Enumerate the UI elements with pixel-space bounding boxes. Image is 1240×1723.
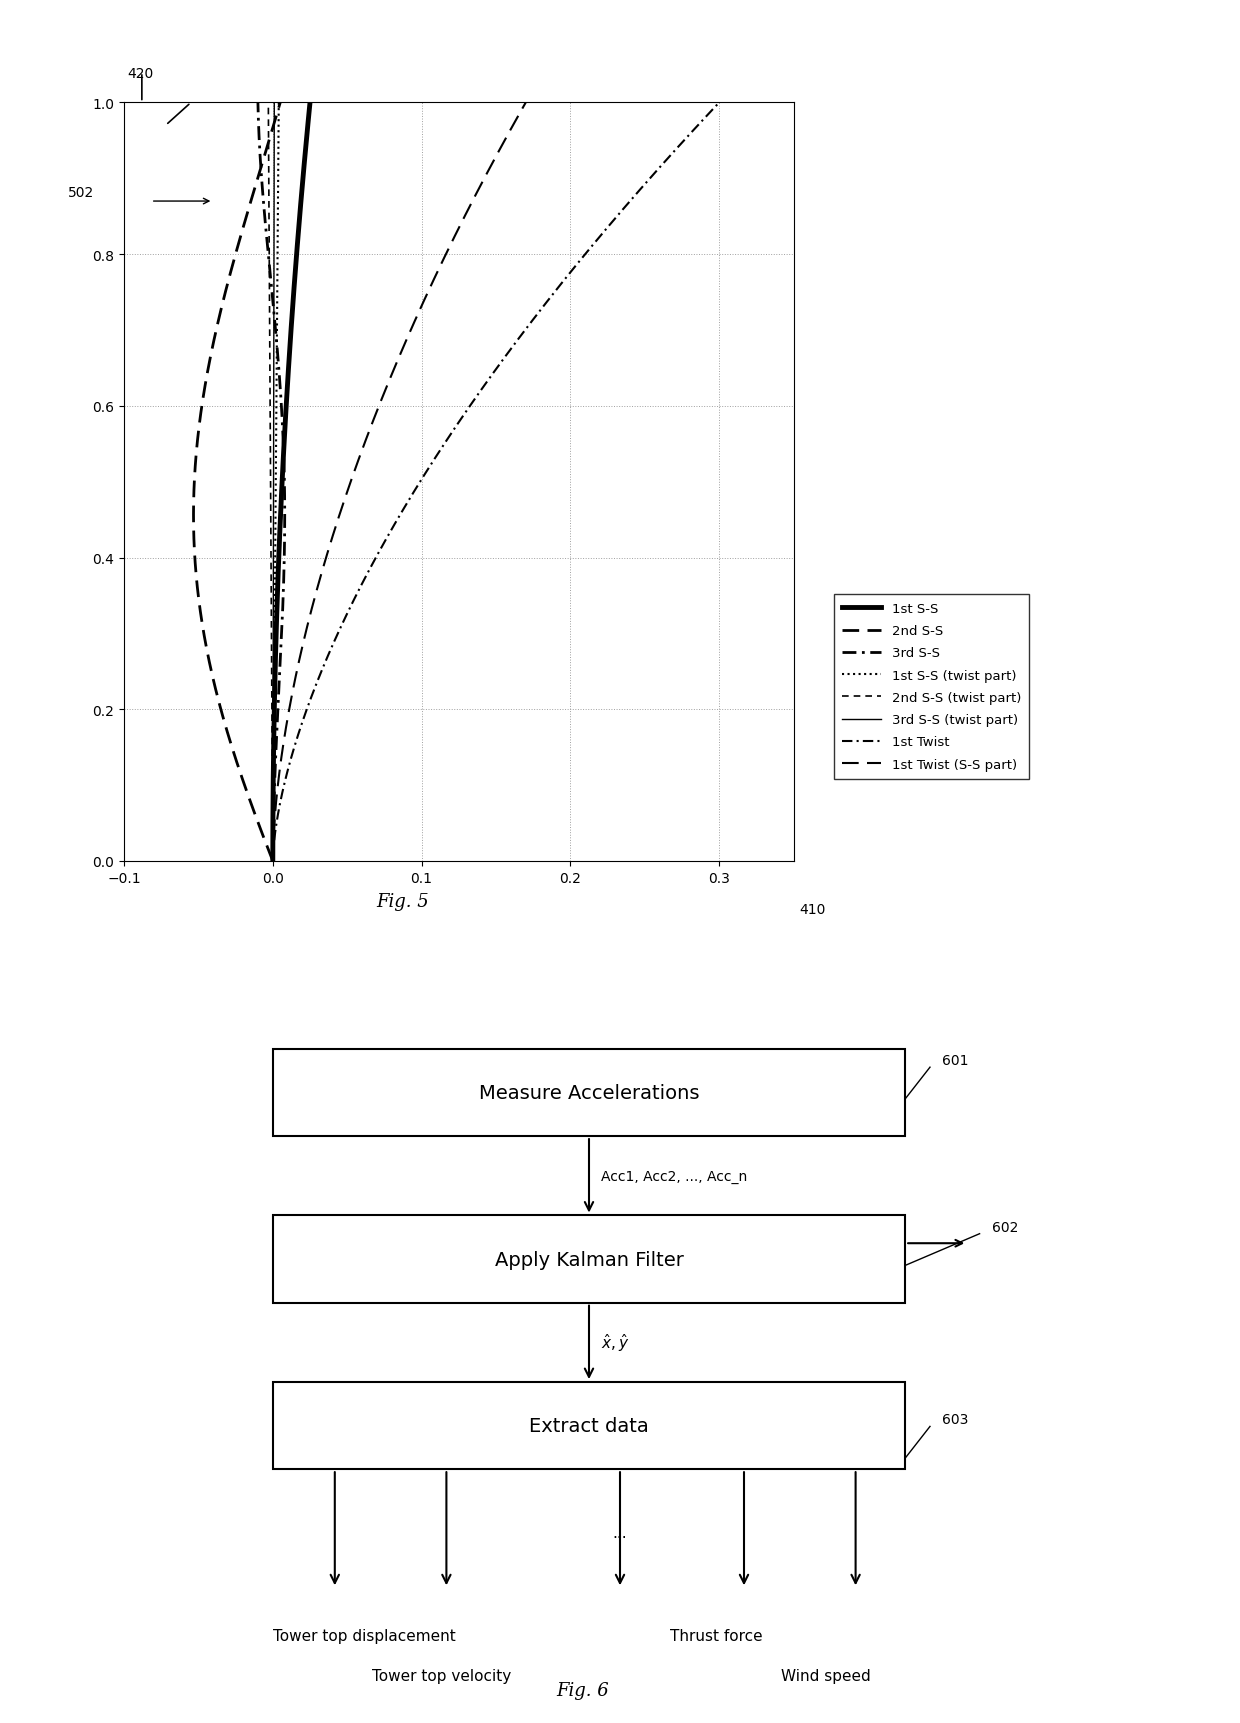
Text: Fig. 5: Fig. 5 xyxy=(377,893,429,910)
Text: $\hat{x}, \hat{y}$: $\hat{x}, \hat{y}$ xyxy=(601,1332,630,1354)
FancyBboxPatch shape xyxy=(273,1216,905,1303)
Text: Thrust force: Thrust force xyxy=(670,1628,763,1644)
Text: Tower top velocity: Tower top velocity xyxy=(372,1668,511,1683)
Text: Fig. 6: Fig. 6 xyxy=(557,1682,609,1699)
Text: Measure Accelerations: Measure Accelerations xyxy=(479,1084,699,1103)
Text: 502: 502 xyxy=(68,186,94,200)
Text: Acc1, Acc2, ..., Acc_n: Acc1, Acc2, ..., Acc_n xyxy=(601,1170,748,1184)
Text: 603: 603 xyxy=(942,1413,968,1427)
Text: 602: 602 xyxy=(992,1220,1018,1234)
Text: ...: ... xyxy=(613,1525,627,1540)
Text: 410: 410 xyxy=(800,903,826,917)
Text: Extract data: Extract data xyxy=(529,1416,649,1435)
Text: Apply Kalman Filter: Apply Kalman Filter xyxy=(495,1249,683,1268)
Text: 601: 601 xyxy=(942,1053,968,1068)
Text: 420: 420 xyxy=(128,67,154,81)
Legend: 1st S-S, 2nd S-S, 3rd S-S, 1st S-S (twist part), 2nd S-S (twist part), 3rd S-S (: 1st S-S, 2nd S-S, 3rd S-S, 1st S-S (twis… xyxy=(833,594,1029,779)
Text: Wind speed: Wind speed xyxy=(781,1668,870,1683)
Text: Tower top displacement: Tower top displacement xyxy=(273,1628,455,1644)
FancyBboxPatch shape xyxy=(273,1049,905,1137)
FancyBboxPatch shape xyxy=(273,1382,905,1470)
